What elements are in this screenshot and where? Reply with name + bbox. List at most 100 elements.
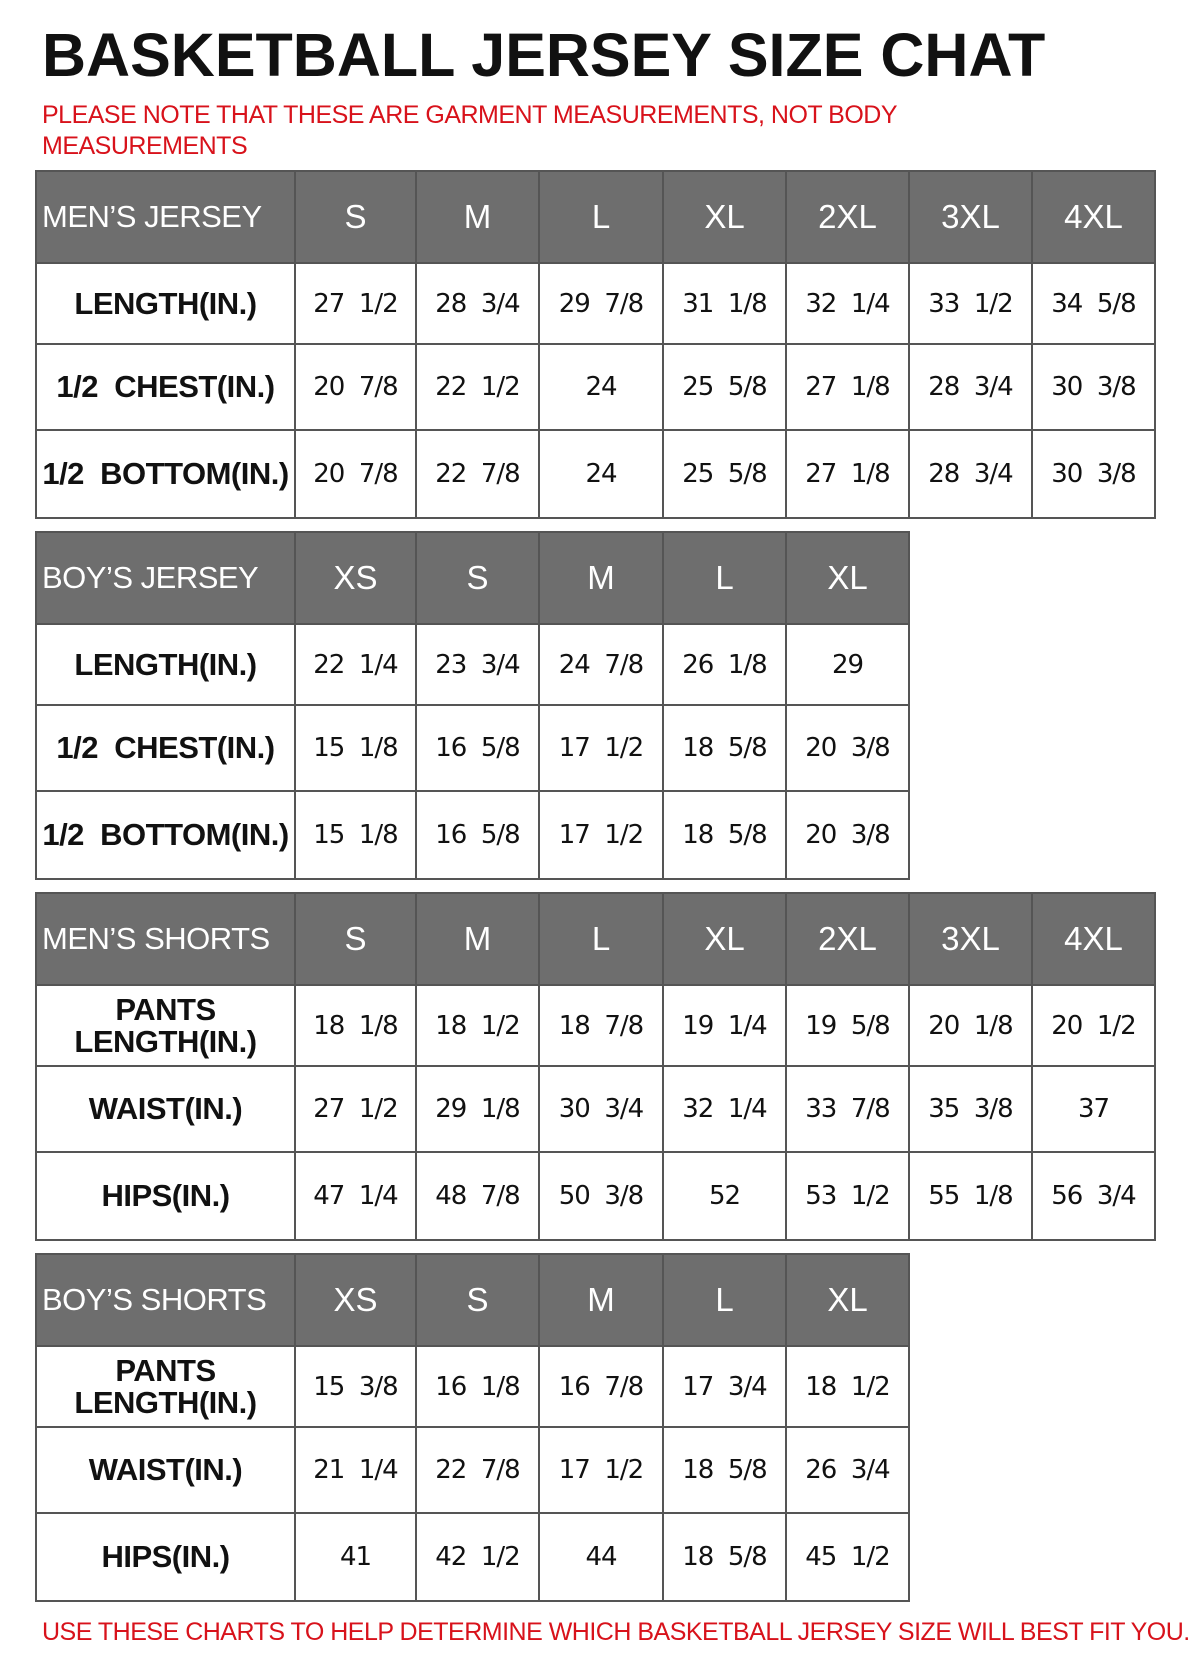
measurement-cell: 34 5/8 <box>1031 262 1156 345</box>
header-row: BOY’S SHORTS XS S M L XL <box>35 1253 910 1347</box>
measurement-cell: 28 3/4 <box>908 429 1033 519</box>
row-label: LENGTH(IN.) <box>35 262 296 345</box>
header-row: MEN’S JERSEY S M L XL 2XL 3XL 4XL <box>35 170 1156 264</box>
measurement-cell: 29 1/8 <box>415 1065 540 1153</box>
row-label: 1/2 BOTTOM(IN.) <box>35 790 296 880</box>
measurement-cell: 30 3/8 <box>1031 343 1156 431</box>
measurement-cell: 26 1/8 <box>662 623 787 706</box>
measurement-cell: 42 1/2 <box>415 1512 540 1602</box>
table-row: 1/2 CHEST(IN.) 20 7/8 22 1/2 24 25 5/8 27 1/8… <box>35 343 1156 431</box>
measurement-cell: 16 5/8 <box>415 704 540 792</box>
measurement-cell: 27 1/8 <box>785 343 910 431</box>
measurement-cell: 18 5/8 <box>662 790 787 880</box>
measurement-cell: 18 1/8 <box>294 984 417 1067</box>
row-label: WAIST(IN.) <box>35 1065 296 1153</box>
size-header: 3XL <box>908 892 1033 986</box>
measurement-cell: 16 7/8 <box>538 1345 664 1428</box>
table-row: PANTS LENGTH(IN.) 15 3/8 16 1/8 16 7/8 17 3/… <box>35 1345 910 1428</box>
measurement-cell: 50 3/8 <box>538 1151 664 1241</box>
row-label: 1/2 CHEST(IN.) <box>35 343 296 431</box>
measurement-cell: 27 1/2 <box>294 1065 417 1153</box>
size-header: L <box>662 531 787 625</box>
measurement-cell: 17 1/2 <box>538 704 664 792</box>
measurement-cell: 20 1/2 <box>1031 984 1156 1067</box>
measurement-cell: 15 1/8 <box>294 790 417 880</box>
size-header: S <box>415 1253 540 1347</box>
measurement-cell: 48 7/8 <box>415 1151 540 1241</box>
measurement-cell: 18 5/8 <box>662 1426 787 1514</box>
measurement-cell: 16 1/8 <box>415 1345 540 1428</box>
mens-shorts-table: MEN’S SHORTS S M L XL 2XL 3XL 4XL PANTS LENGTH(I… <box>35 892 1156 1241</box>
size-header: 2XL <box>785 170 910 264</box>
measurement-cell: 33 7/8 <box>785 1065 910 1153</box>
measurement-cell: 22 1/4 <box>294 623 417 706</box>
row-label: LENGTH(IN.) <box>35 623 296 706</box>
table-row: HIPS(IN.) 47 1/4 48 7/8 50 3/8 52 53 1/2 55 1/… <box>35 1151 1156 1241</box>
measurement-cell: 24 <box>538 343 664 431</box>
measurement-cell: 44 <box>538 1512 664 1602</box>
measurement-cell: 30 3/4 <box>538 1065 664 1153</box>
size-header: XL <box>785 531 910 625</box>
size-header: M <box>415 892 540 986</box>
measurement-cell: 23 3/4 <box>415 623 540 706</box>
measurement-cell: 29 <box>785 623 910 706</box>
table-title: BOY’S JERSEY <box>35 531 296 625</box>
measurement-cell: 52 <box>662 1151 787 1241</box>
garment-measurement-note: PLEASE NOTE THAT THESE ARE GARMENT MEASU… <box>42 101 897 160</box>
measurement-cell: 19 1/4 <box>662 984 787 1067</box>
size-header: S <box>294 170 417 264</box>
measurement-cell: 20 7/8 <box>294 429 417 519</box>
table-title: MEN’S JERSEY <box>35 170 296 264</box>
measurement-cell: 37 <box>1031 1065 1156 1153</box>
table-row: PANTS LENGTH(IN.) 18 1/8 18 1/2 18 7/8 19 1/… <box>35 984 1156 1067</box>
size-header: L <box>538 892 664 986</box>
measurement-cell: 24 7/8 <box>538 623 664 706</box>
measurement-cell: 15 1/8 <box>294 704 417 792</box>
size-header: 3XL <box>908 170 1033 264</box>
measurement-cell: 21 1/4 <box>294 1426 417 1514</box>
table-title: BOY’S SHORTS <box>35 1253 296 1347</box>
footer-note: USE THESE CHARTS TO HELP DETERMINE WHICH… <box>42 1618 1190 1646</box>
measurement-cell: 17 1/2 <box>538 1426 664 1514</box>
table-row: WAIST(IN.) 27 1/2 29 1/8 30 3/4 32 1/4 33 7/8… <box>35 1065 1156 1153</box>
size-header: S <box>415 531 540 625</box>
table-row: LENGTH(IN.) 22 1/4 23 3/4 24 7/8 26 1/8 29 <box>35 623 910 706</box>
table-row: 1/2 BOTTOM(IN.) 15 1/8 16 5/8 17 1/2 18 5/8 2… <box>35 790 910 880</box>
row-label: PANTS LENGTH(IN.) <box>35 1345 296 1428</box>
measurement-cell: 25 5/8 <box>662 343 787 431</box>
measurement-cell: 17 1/2 <box>538 790 664 880</box>
measurement-cell: 53 1/2 <box>785 1151 910 1241</box>
size-header: 2XL <box>785 892 910 986</box>
measurement-cell: 20 7/8 <box>294 343 417 431</box>
table-row: 1/2 CHEST(IN.) 15 1/8 16 5/8 17 1/2 18 5/8 20… <box>35 704 910 792</box>
size-header: S <box>294 892 417 986</box>
measurement-cell: 18 1/2 <box>785 1345 910 1428</box>
header-row: MEN’S SHORTS S M L XL 2XL 3XL 4XL <box>35 892 1156 986</box>
measurement-cell: 27 1/8 <box>785 429 910 519</box>
measurement-cell: 20 3/8 <box>785 704 910 792</box>
measurement-cell: 30 3/8 <box>1031 429 1156 519</box>
page-title: BASKETBALL JERSEY SIZE CHAT <box>42 21 1046 89</box>
table-row: LENGTH(IN.) 27 1/2 28 3/4 29 7/8 31 1/8 32 1/… <box>35 262 1156 345</box>
size-header: M <box>538 1253 664 1347</box>
header-row: BOY’S JERSEY XS S M L XL <box>35 531 910 625</box>
measurement-cell: 56 3/4 <box>1031 1151 1156 1241</box>
measurement-cell: 31 1/8 <box>662 262 787 345</box>
measurement-cell: 15 3/8 <box>294 1345 417 1428</box>
row-label: 1/2 BOTTOM(IN.) <box>35 429 296 519</box>
measurement-cell: 18 1/2 <box>415 984 540 1067</box>
row-label: WAIST(IN.) <box>35 1426 296 1514</box>
measurement-cell: 26 3/4 <box>785 1426 910 1514</box>
measurement-cell: 18 7/8 <box>538 984 664 1067</box>
measurement-cell: 22 7/8 <box>415 1426 540 1514</box>
row-label: PANTS LENGTH(IN.) <box>35 984 296 1067</box>
size-header: L <box>538 170 664 264</box>
boys-shorts-table: BOY’S SHORTS XS S M L XL PANTS LENGTH(IN.) 15 3… <box>35 1253 910 1602</box>
size-header: XL <box>662 170 787 264</box>
measurement-cell: 22 7/8 <box>415 429 540 519</box>
measurement-cell: 22 1/2 <box>415 343 540 431</box>
measurement-cell: 17 3/4 <box>662 1345 787 1428</box>
measurement-cell: 19 5/8 <box>785 984 910 1067</box>
size-header: XS <box>294 1253 417 1347</box>
boys-jersey-table: BOY’S JERSEY XS S M L XL LENGTH(IN.) 22 1/4 23 3… <box>35 531 910 880</box>
